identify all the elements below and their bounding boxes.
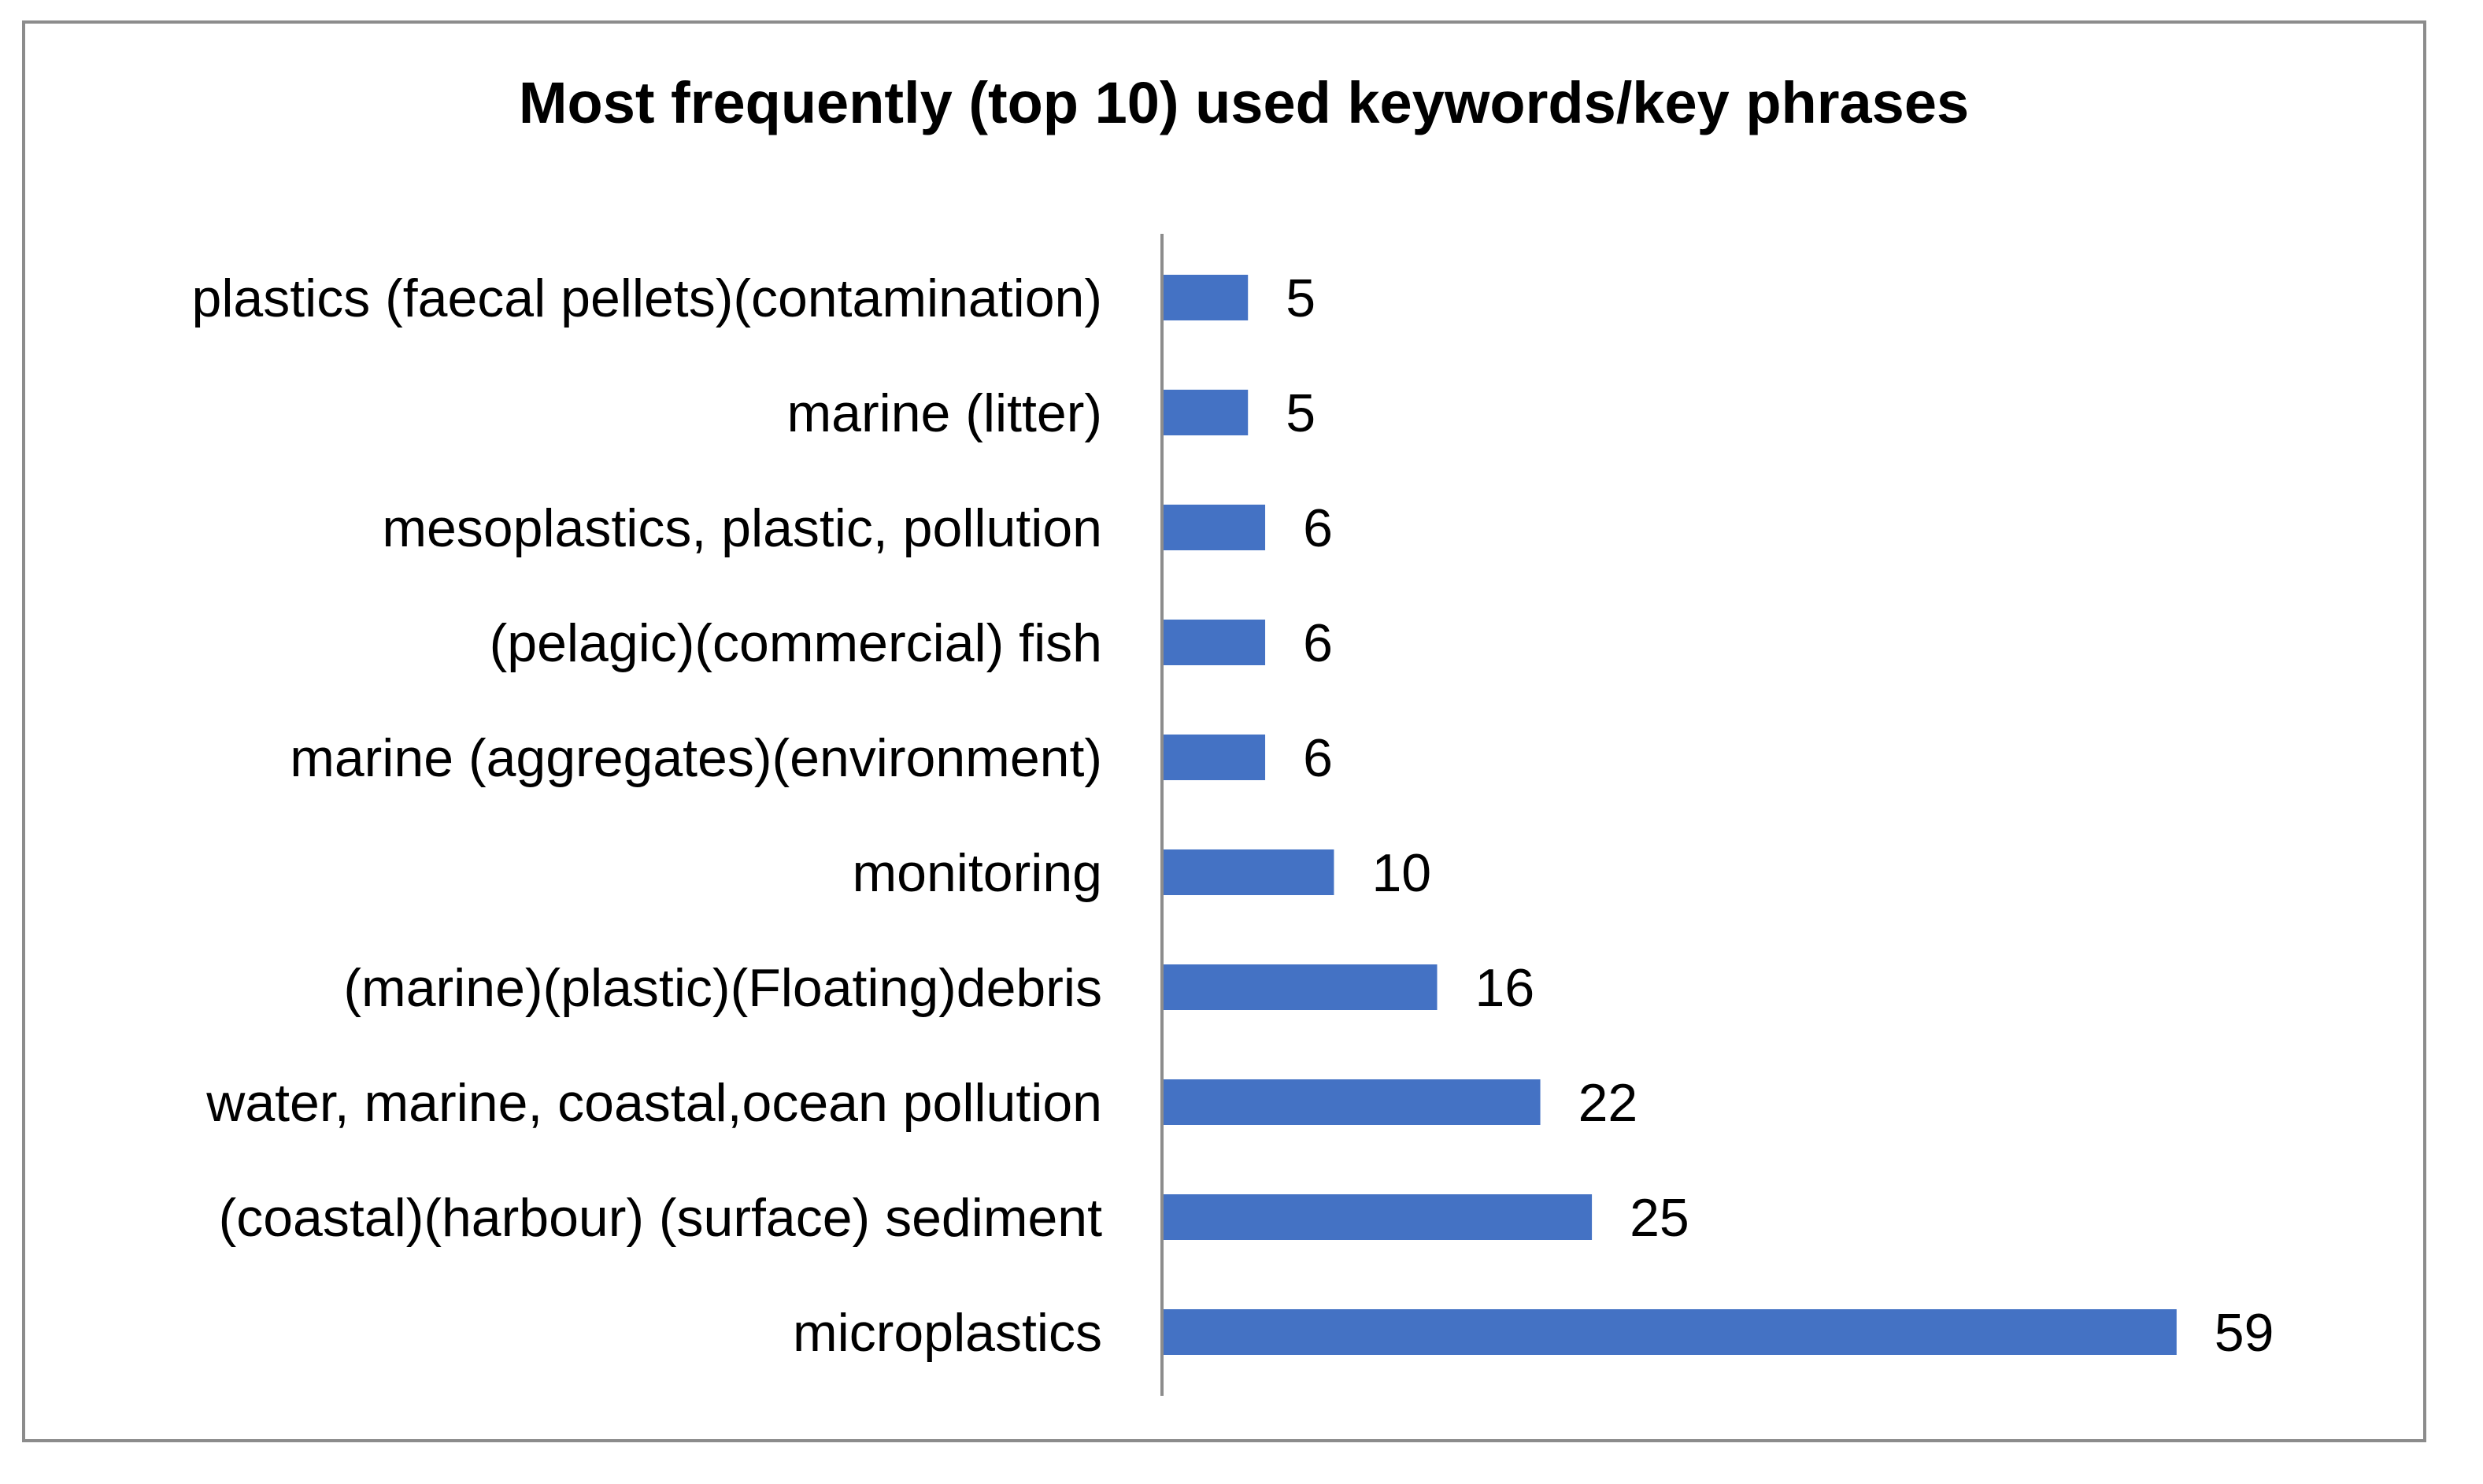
value-label: 6: [1303, 613, 1333, 673]
value-label: 6: [1303, 728, 1333, 788]
value-label: 6: [1303, 498, 1333, 558]
value-label: 10: [1371, 843, 1431, 903]
category-label: (coastal)(harbour) (surface) sediment: [219, 1188, 1103, 1248]
category-label: mesoplastics, plastic, pollution: [382, 498, 1102, 558]
value-label: 5: [1286, 268, 1316, 328]
category-labels-group: plastics (faecal pellets)(contamination)…: [192, 268, 1103, 1363]
bars-group: [1162, 275, 2177, 1355]
category-label: monitoring: [853, 843, 1103, 903]
chart-title: Most frequently (top 10) used keywords/k…: [519, 70, 1969, 135]
bar: [1162, 1079, 1541, 1125]
category-label: marine (litter): [787, 383, 1103, 443]
bar: [1162, 275, 1249, 320]
category-label: marine (aggregates)(environment): [290, 728, 1102, 788]
bar: [1162, 735, 1266, 780]
category-label: water, marine, coastal,ocean pollution: [205, 1073, 1102, 1133]
category-label: microplastics: [793, 1303, 1102, 1363]
bar: [1162, 1194, 1593, 1240]
category-label: (pelagic)(commercial) fish: [490, 613, 1102, 673]
value-label: 59: [2215, 1303, 2274, 1363]
value-label: 16: [1475, 958, 1535, 1018]
value-labels-group: 5 5 6 6 6 10 16 22 25 59: [1286, 268, 2274, 1363]
value-label: 5: [1286, 383, 1316, 443]
category-label: (marine)(plastic)(Floating)debris: [343, 958, 1102, 1018]
bar: [1162, 964, 1438, 1010]
value-label: 22: [1578, 1073, 1638, 1133]
bar: [1162, 849, 1334, 895]
bar: [1162, 505, 1266, 550]
bar: [1162, 620, 1266, 665]
bar: [1162, 1309, 2177, 1355]
category-label: plastics (faecal pellets)(contamination): [192, 268, 1103, 328]
bar: [1162, 390, 1249, 435]
value-label: 25: [1630, 1188, 1689, 1248]
